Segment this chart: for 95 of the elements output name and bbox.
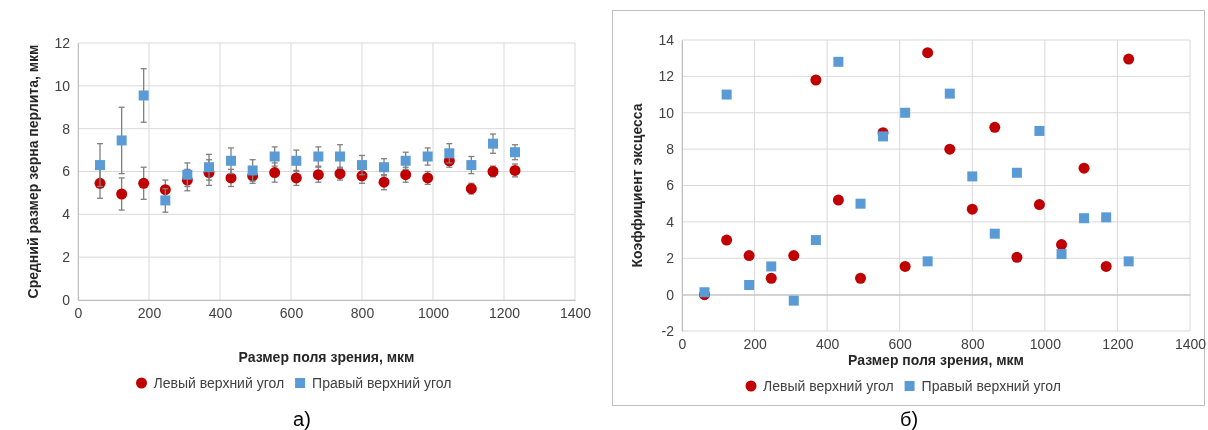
y-tick-label: 14 [658,31,675,48]
point [989,121,1001,133]
point [116,135,127,146]
x-tick-label: 0 [74,304,83,321]
point [810,74,822,86]
x-tick-label: 1000 [417,304,450,321]
x-tick-label: 1200 [488,304,521,321]
point [138,90,149,101]
y-tick-label: 0 [62,291,71,308]
y-tick-label: 12 [54,34,71,51]
text: а) [293,408,311,430]
point [1056,249,1067,260]
legend-label: Левый верхний угол [763,378,894,394]
y-tick-label: 10 [658,104,675,121]
y-tick-label: 8 [62,120,71,137]
point [721,89,732,100]
point [1101,212,1112,223]
x-tick-label: 200 [137,304,162,321]
point [95,160,106,171]
point [1056,239,1068,251]
x-tick-label: 1400 [1174,335,1207,352]
point [855,198,866,209]
point [160,195,171,206]
x-axis-title: Размер поля зрения, мкм [238,349,415,365]
y-tick-label: 4 [666,213,675,230]
point [247,165,258,176]
point [944,88,955,99]
point [765,272,777,284]
point [878,131,889,142]
point [899,260,911,272]
point [922,47,934,59]
point [291,155,302,166]
y-tick-label: -2 [661,322,675,339]
text: б) [899,408,919,430]
point [721,234,733,246]
point [1011,251,1023,263]
point [966,203,978,215]
x-tick-label: 0 [678,335,687,352]
point [967,171,978,182]
x-tick-label: 600 [279,304,304,321]
point [766,261,777,272]
x-tick-label: 800 [961,335,985,352]
x-tick-label: 800 [350,304,375,321]
x-tick-label: 600 [888,335,913,352]
y-tick-label: 10 [54,77,71,94]
point [1033,199,1045,211]
x-tick-label: 400 [208,304,233,321]
y-tick-label: 4 [62,206,71,223]
point [1011,167,1022,178]
point [810,235,821,246]
point [1078,162,1090,174]
point [1034,125,1045,136]
point [466,160,477,171]
y-tick-label: 12 [658,68,675,85]
point [832,194,844,206]
legend-label: Правый верхний угол [312,375,452,391]
y-axis-title: Средний размер зерна перлита, мкм [25,44,41,299]
point [989,228,1000,239]
point [1123,256,1134,267]
point [357,160,367,171]
point [138,177,150,189]
y-tick-label: 0 [666,286,675,303]
point [944,143,956,155]
x-axis-title: Размер поля зрения, мкм [848,352,1024,368]
y-tick-label: 8 [666,141,675,158]
point [334,151,345,162]
point [226,155,237,166]
y-axis-title: Коэффициент эксцесса [629,103,645,268]
x-tick-label: 1200 [1102,335,1134,352]
point [855,272,867,284]
y-tick-label: 6 [62,163,71,180]
point [744,279,755,290]
x-tick-label: 400 [815,335,840,352]
y-tick-label: 2 [666,250,675,267]
point [116,188,128,200]
point [1100,260,1112,272]
x-tick-label: 1400 [559,304,592,321]
point [422,151,433,162]
legend-label: Левый верхний угол [153,375,285,391]
y-tick-label: 6 [666,177,675,194]
point [313,151,324,162]
y-tick-label: 2 [62,249,71,266]
point [788,250,800,262]
point [743,250,755,262]
point [922,256,933,267]
x-tick-label: 200 [743,335,767,352]
point [1123,53,1135,65]
point [488,138,498,149]
point [788,295,799,306]
x-tick-label: 1000 [1029,335,1062,352]
point [833,56,844,67]
point [900,107,911,118]
point [444,148,455,159]
legend-label: Правый верхний угол [921,378,1061,394]
point [1079,213,1090,224]
